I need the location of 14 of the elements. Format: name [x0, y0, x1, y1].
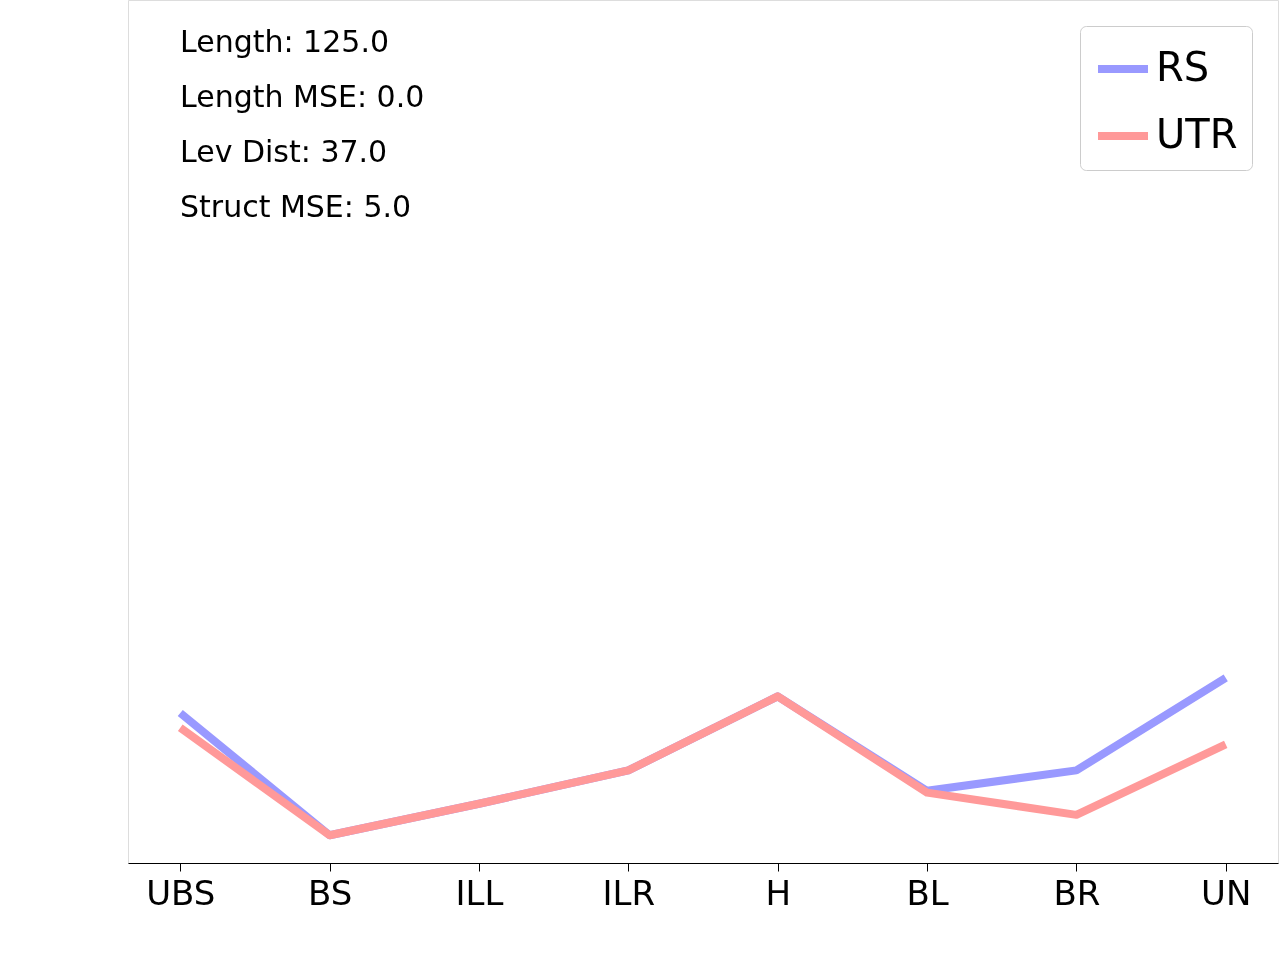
x-tick-label: ILL — [455, 872, 504, 913]
text: Length MSE: 0.0 — [180, 79, 425, 114]
legend-label: UTR — [1156, 111, 1238, 157]
x-tick-label: ILR — [602, 872, 656, 913]
x-tick-label: H — [765, 872, 791, 913]
text: Struct MSE: 5.0 — [180, 189, 412, 224]
x-tick-label: BR — [1053, 872, 1101, 913]
x-tick-label: UN — [1201, 872, 1252, 913]
x-tick-label: UBS — [146, 872, 216, 913]
text: Lev Dist: 37.0 — [180, 134, 388, 169]
x-tick-label: BL — [906, 872, 949, 913]
text: Length: 125.0 — [180, 24, 390, 59]
legend-label: RS — [1156, 44, 1210, 90]
x-tick-label: BS — [307, 872, 353, 913]
